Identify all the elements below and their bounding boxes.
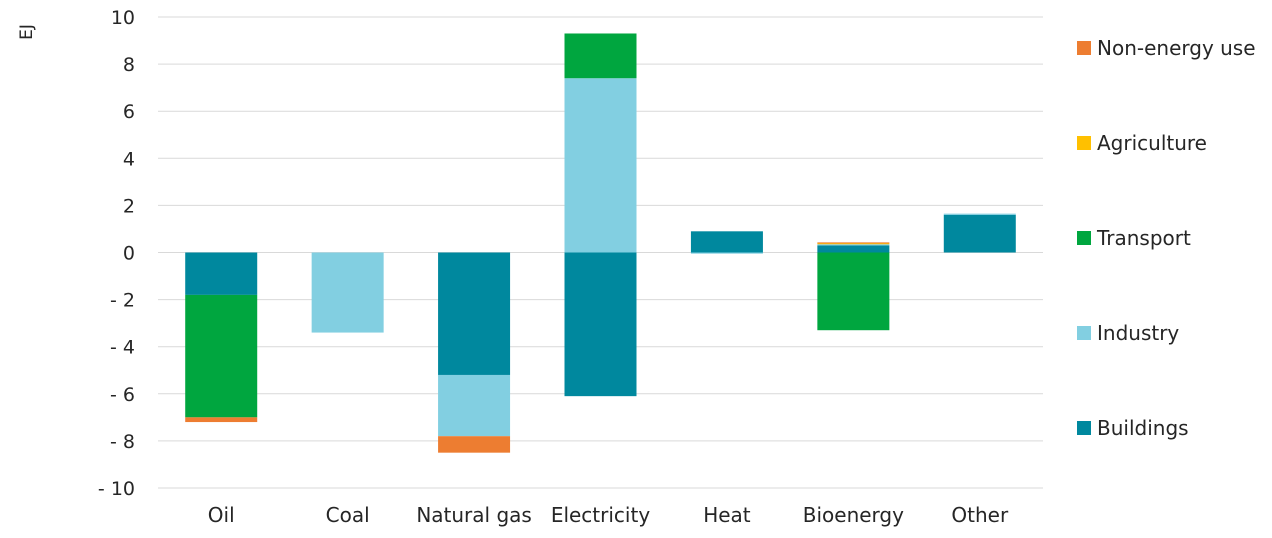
bar-natural-gas-industry [438,374,511,437]
legend-label: Non-energy use [1097,36,1256,60]
bar-oil-transport [185,294,258,418]
bar-oil-buildings [185,252,258,295]
y-tick-label: - 4 [110,337,135,359]
legend-swatch [1077,136,1091,150]
y-tick-label: 10 [111,7,135,29]
legend-swatch [1077,41,1091,55]
legend-label: Transport [1096,226,1191,250]
bar-natural-gas-non-energy-use [438,436,511,453]
x-category-label: Electricity [551,503,651,527]
y-axis-label: EJ [17,24,37,40]
y-tick-label: 0 [123,243,135,265]
bar-natural-gas-buildings [438,252,511,375]
y-tick-label: - 2 [110,290,135,312]
bar-heat-industry [690,252,763,254]
legend-label: Buildings [1097,416,1189,440]
legend-swatch [1077,326,1091,340]
legend-label: Industry [1097,321,1179,345]
x-category-label: Coal [326,503,370,527]
y-tick-label: 6 [123,101,135,123]
y-axis-ticks: 10 8 6 4 2 0 - 2 - 4 - 6 - 8 - 10 [98,7,135,500]
x-axis-categories: Oil Coal Natural gas Electricity Heat Bioener… [208,503,1009,527]
x-category-label: Oil [208,503,235,527]
bar-electricity-industry [564,78,637,253]
y-tick-label: 2 [123,195,135,217]
legend: Non-energy use Agriculture Transport Indust… [1077,36,1256,440]
bar-electricity-buildings [564,252,637,397]
bar-bioenergy-buildings [817,245,890,253]
bar-coal-industry [311,252,384,333]
legend-swatch [1077,231,1091,245]
y-tick-label: 4 [123,148,135,170]
legend-swatch [1077,421,1091,435]
bar-bioenergy-transport [817,252,890,331]
y-tick-label: - 8 [110,431,135,453]
bar-heat-buildings [690,231,763,253]
bar-other-buildings [943,214,1016,253]
bar-oil-non-energy-use [185,417,258,423]
legend-label: Agriculture [1097,131,1207,155]
bar-bioenergy-non-energy-use [817,242,890,244]
bar-bioenergy-industry [817,244,890,246]
y-tick-label: - 10 [98,478,135,500]
y-tick-label: - 6 [110,384,135,406]
bar-bioenergy-agriculture [817,243,890,245]
y-tick-label: 8 [123,54,135,76]
bar-electricity-transport [564,33,637,79]
x-category-label: Natural gas [416,503,532,527]
bars [185,33,1016,453]
x-category-label: Other [951,503,1009,527]
x-category-label: Heat [703,503,751,527]
x-category-label: Bioenergy [803,503,904,527]
bar-other-industry [943,213,1016,215]
